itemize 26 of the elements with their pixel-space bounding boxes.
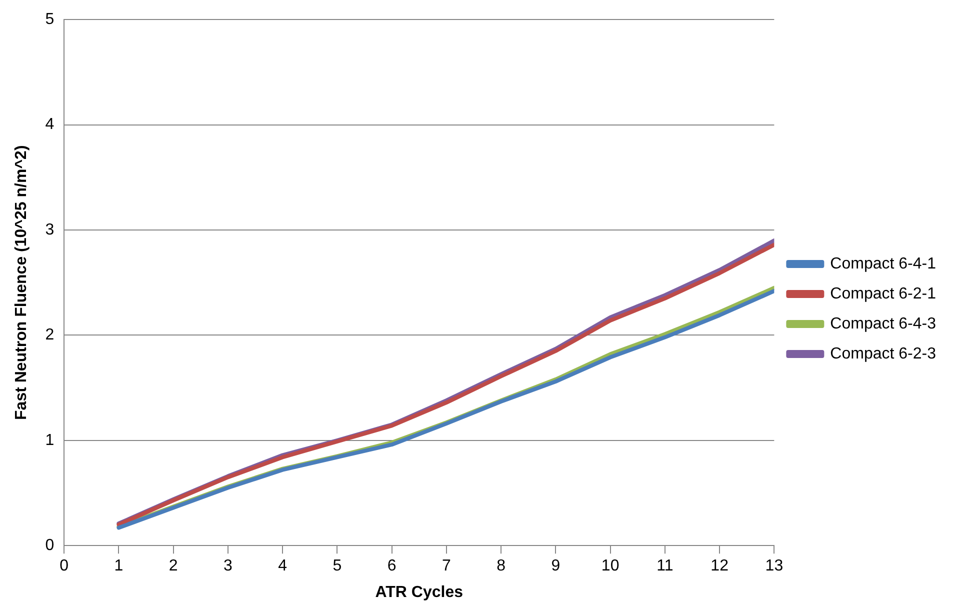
y-tick-label: 0 [45,537,54,554]
y-axis-title: Fast Neutron Fluence (10^25 n/m^2) [13,145,30,420]
x-axis-title: ATR Cycles [375,584,464,601]
x-tick-label: 12 [710,558,729,575]
x-tick-label: 7 [442,558,451,575]
x-tick-label: 5 [332,558,342,575]
legend-label: Compact 6-2-1 [830,285,936,302]
legend-label: Compact 6-4-3 [830,315,936,332]
x-tick-label: 0 [60,558,69,575]
y-tick-label: 1 [45,432,54,449]
x-tick-label: 9 [551,558,560,575]
x-tick-label: 2 [168,558,178,575]
x-tick-label: 11 [656,558,674,575]
x-tick-label: 6 [387,558,396,575]
legend-label: Compact 6-2-3 [830,345,936,362]
x-tick-label: 13 [765,558,784,575]
y-tick-label: 4 [45,116,54,134]
x-tick-label: 4 [278,558,288,575]
y-tick-label: 5 [45,11,54,28]
x-tick-label: 1 [114,558,124,575]
x-tick-label: 10 [601,558,620,575]
x-tick-label: 8 [496,558,506,575]
y-tick-label: 3 [45,221,54,238]
x-tick-label: 3 [224,558,233,575]
legend-label: Compact 6-4-1 [830,255,936,272]
y-tick-label: 2 [45,326,54,344]
